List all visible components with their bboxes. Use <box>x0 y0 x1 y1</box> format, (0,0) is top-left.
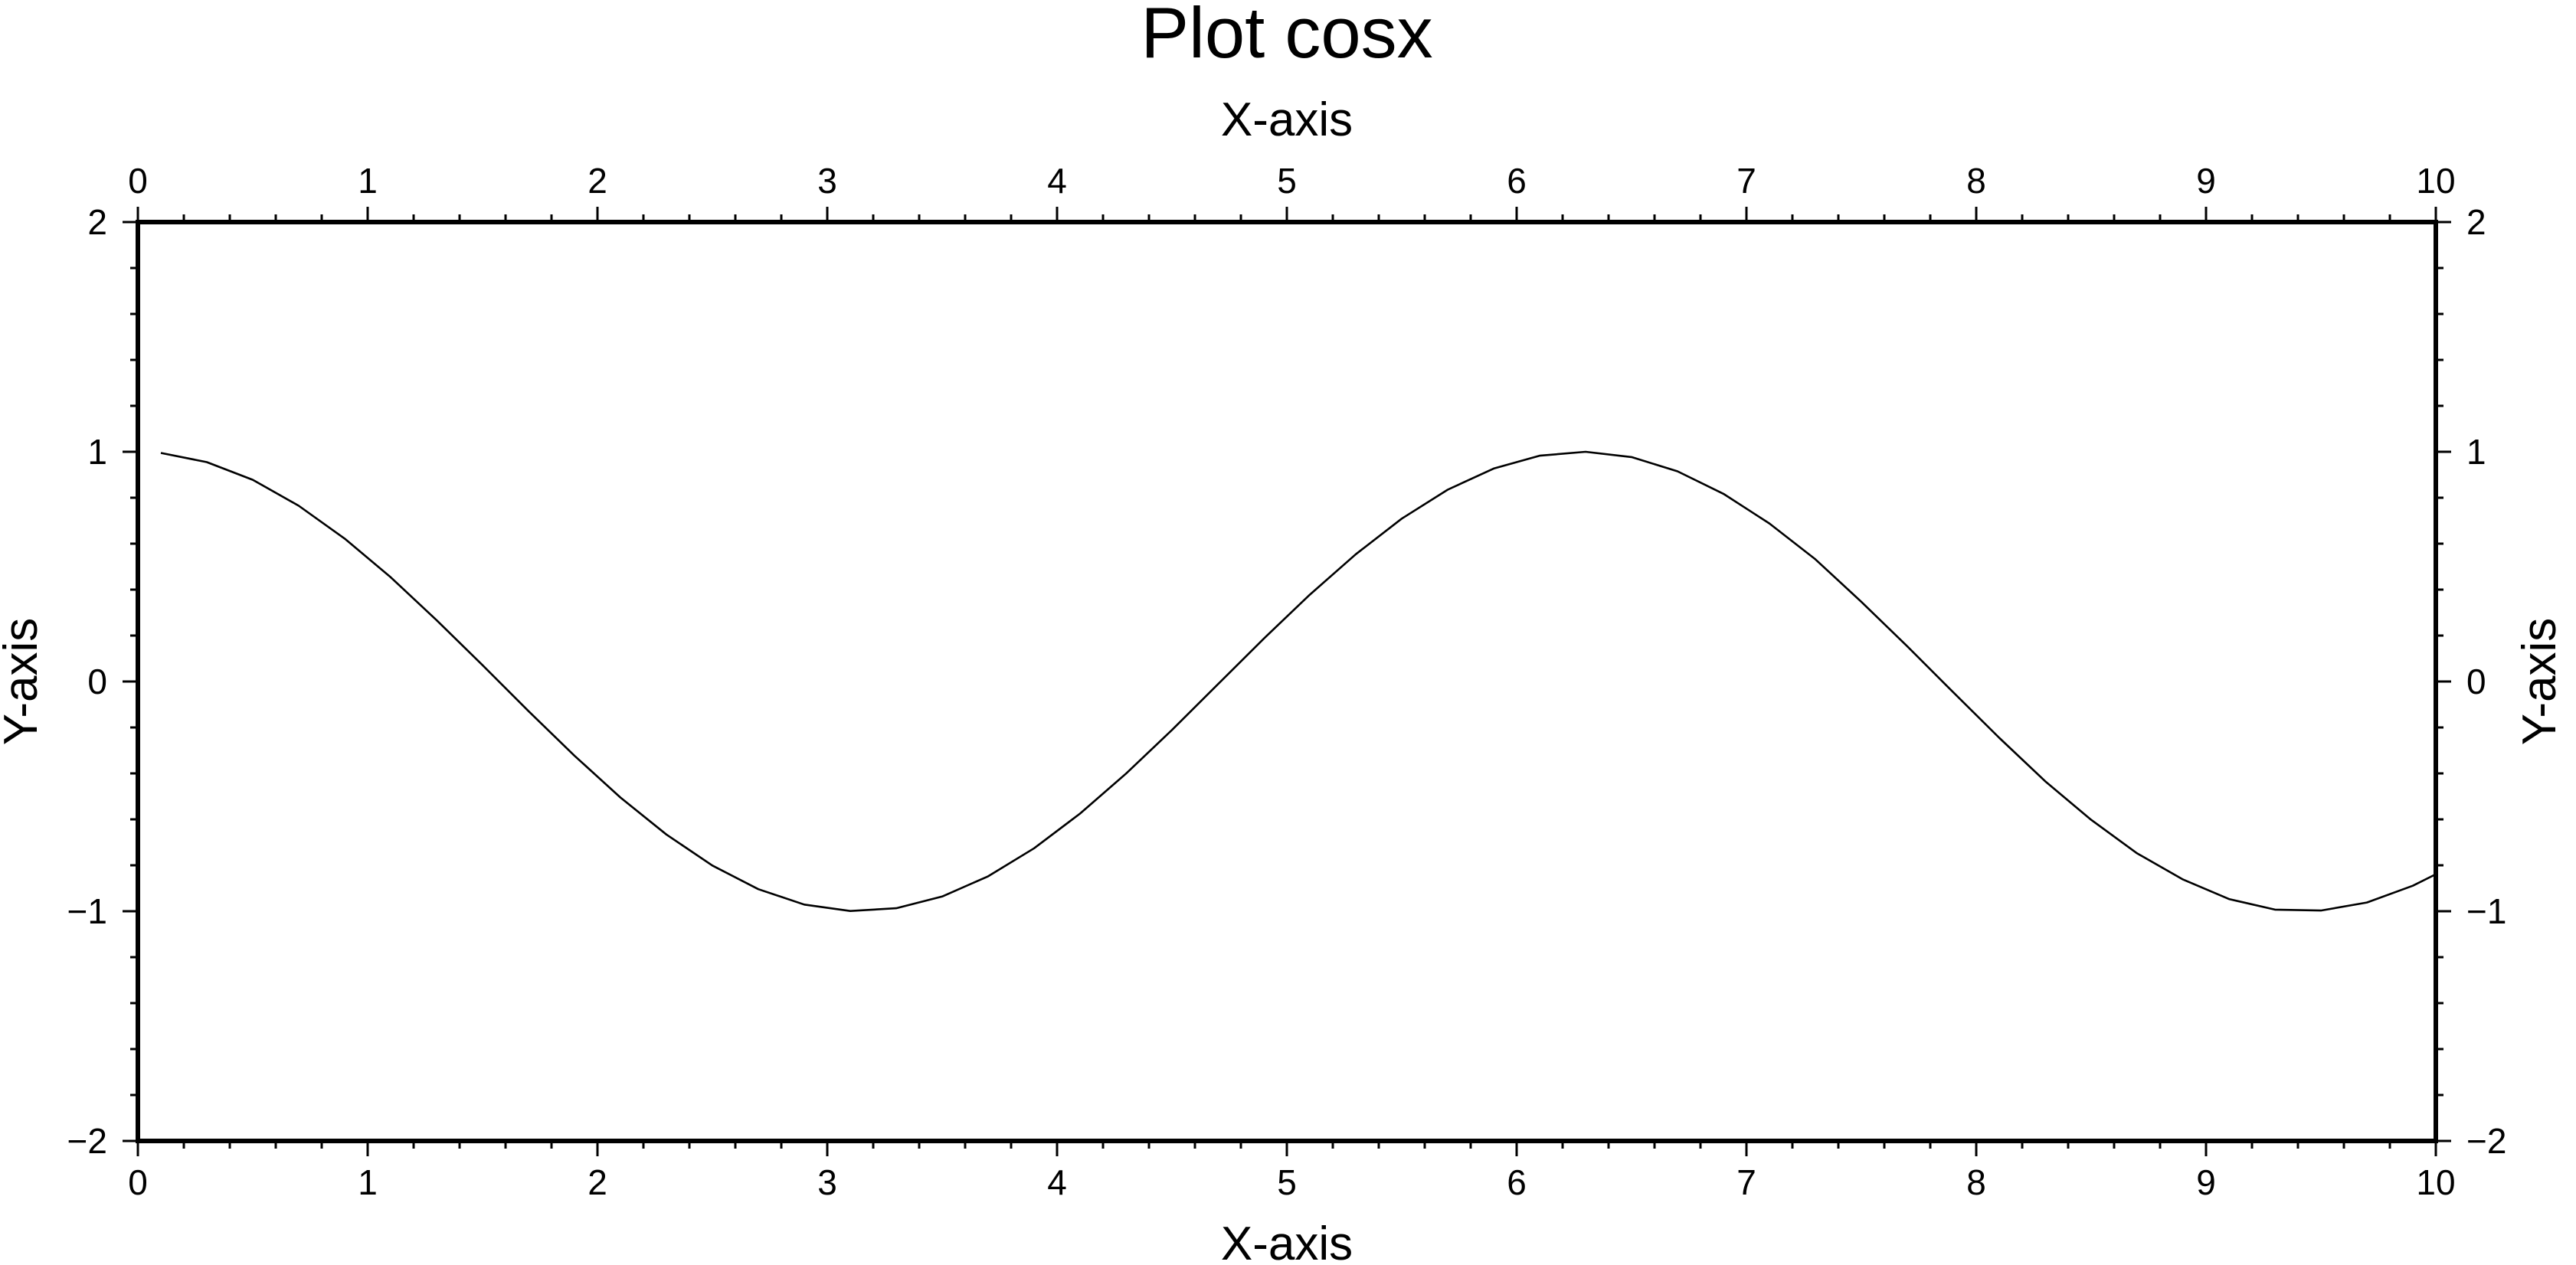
x-tick-label-bottom: 6 <box>1507 1162 1527 1202</box>
x-axis-label-top: X-axis <box>1221 93 1353 146</box>
x-tick-label-top: 8 <box>1966 161 1986 201</box>
x-tick-label-top: 5 <box>1277 161 1297 201</box>
x-tick-label-bottom: 7 <box>1736 1162 1756 1202</box>
y-tick-label-right: 0 <box>2466 662 2486 701</box>
y-tick-label-right: −2 <box>2466 1121 2506 1161</box>
x-axis-label-bottom: X-axis <box>1221 1218 1353 1265</box>
y-tick-label-left: 2 <box>87 202 107 242</box>
chart-title: Plot cosx <box>1141 0 1432 73</box>
x-tick-label-bottom: 9 <box>2196 1162 2216 1202</box>
x-tick-label-top: 3 <box>817 161 837 201</box>
x-tick-label-top: 10 <box>2416 161 2455 201</box>
y-axis-label-right: Y-axis <box>2513 618 2566 746</box>
x-tick-label-top: 9 <box>2196 161 2216 201</box>
plot-frame <box>136 220 2438 1143</box>
minor-ticks <box>130 214 2443 1149</box>
x-tick-label-bottom: 4 <box>1047 1162 1067 1202</box>
y-tick-label-right: 2 <box>2466 202 2486 242</box>
y-axis-label-left: Y-axis <box>0 618 47 746</box>
x-tick-label-bottom: 2 <box>588 1162 607 1202</box>
x-tick-label-top: 0 <box>128 161 148 201</box>
x-tick-label-bottom: 8 <box>1966 1162 1986 1202</box>
x-tick-label-bottom: 5 <box>1277 1162 1297 1202</box>
x-tick-label-bottom: 3 <box>817 1162 837 1202</box>
y-tick-label-left: 0 <box>87 662 107 701</box>
x-tick-label-bottom: 10 <box>2416 1162 2455 1202</box>
x-tick-label-top: 2 <box>588 161 607 201</box>
x-tick-label-bottom: 0 <box>128 1162 148 1202</box>
y-tick-label-left: −1 <box>67 891 107 931</box>
x-tick-label-top: 7 <box>1736 161 1756 201</box>
cosine-series-line <box>160 450 2437 912</box>
x-tick-label-top: 6 <box>1507 161 1527 201</box>
y-tick-label-right: 1 <box>2466 432 2486 472</box>
x-tick-label-top: 1 <box>358 161 378 201</box>
y-tick-label-left: −2 <box>67 1121 107 1161</box>
major-ticks <box>123 207 2451 1156</box>
x-tick-label-top: 4 <box>1047 161 1067 201</box>
y-tick-label-right: −1 <box>2466 891 2506 931</box>
x-tick-label-bottom: 1 <box>358 1162 378 1202</box>
y-tick-label-left: 1 <box>87 432 107 472</box>
tick-labels: 0 0 1 1 2 2 3 3 4 4 5 5 6 6 7 7 8 8 9 9 10 10 −2 −2 −1 −1 0 0 1 1 2 2 <box>67 161 2507 1202</box>
